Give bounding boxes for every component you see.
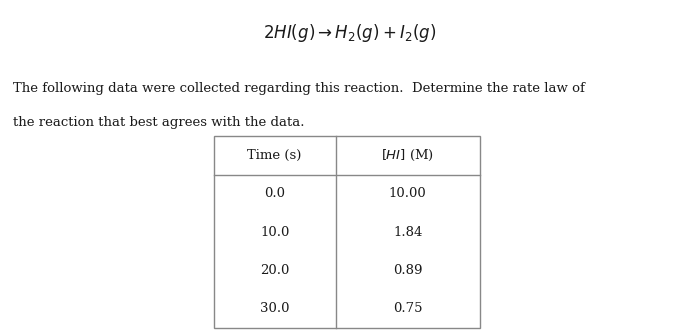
Text: 1.84: 1.84 [393, 225, 422, 239]
Text: 10.0: 10.0 [260, 225, 289, 239]
Text: The following data were collected regarding this reaction.  Determine the rate l: The following data were collected regard… [13, 82, 584, 95]
Text: $[HI]$ (M): $[HI]$ (M) [382, 148, 434, 163]
Text: 10.00: 10.00 [389, 187, 426, 200]
Text: 0.75: 0.75 [393, 302, 422, 315]
Text: 30.0: 30.0 [260, 302, 289, 315]
Text: 0.89: 0.89 [393, 264, 422, 277]
Text: Time (s): Time (s) [248, 149, 302, 162]
Text: $2HI(g) \rightarrow H_2(g) + I_2(g)$: $2HI(g) \rightarrow H_2(g) + I_2(g)$ [263, 22, 437, 44]
Text: 0.0: 0.0 [264, 187, 285, 200]
Text: 20.0: 20.0 [260, 264, 289, 277]
Bar [214, 136, 480, 328]
Text: the reaction that best agrees with the data.: the reaction that best agrees with the d… [13, 116, 304, 129]
